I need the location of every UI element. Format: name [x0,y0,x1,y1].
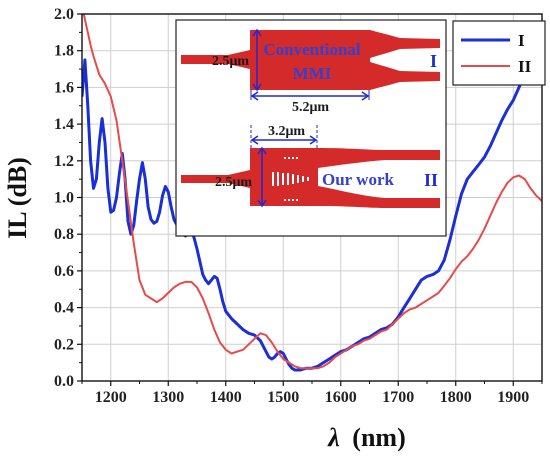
axes [77,13,543,386]
x-tick-label: 1900 [497,389,529,406]
top-output-taper-upper [370,30,440,58]
x-tick-label: 1400 [210,389,242,406]
y-tick-label: 1.2 [54,153,74,170]
bottom-width-label: 2.5μm [215,175,252,190]
x-tick-label: 1800 [440,389,472,406]
tick-labels: 1200 1300 1400 1500 1600 1700 1800 1900 0.0 0.2 0.… [54,6,529,406]
y-axis-title: IL (dB) [3,157,32,239]
legend: I II [452,20,546,86]
y-tick-label: 0.6 [54,263,74,280]
bottom-output-arm-upper [318,148,440,168]
series-line-ii [82,14,542,370]
y-tick-label: 0.2 [54,336,74,353]
x-tick-label: 1500 [267,389,299,406]
x-tick-label: 1600 [325,389,357,406]
x-axis-unit: (nm) [352,423,405,452]
top-input-waveguide [181,50,250,69]
top-width-label: 2.5μm [212,54,249,69]
plot-frame [81,13,543,382]
x-tick-label: 1700 [382,389,414,406]
x-axis-symbol: λ [327,423,340,452]
series-layer [82,14,542,372]
y-tick-label: 2.0 [54,6,74,23]
y-tick-label: 0.0 [54,373,74,390]
top-output-taper-lower [370,62,440,90]
bottom-device-label: Our work [322,170,394,189]
bottom-length-label: 3.2μm [268,124,305,139]
top-mmi-body [250,30,370,90]
device-inset: 2.5μm 5.2μm Conventional MMI I [175,19,447,237]
conventional-mmi-device: 2.5μm 5.2μm Conventional MMI I [181,28,440,115]
legend-frame [452,20,546,86]
bottom-output-arm-lower [318,186,440,208]
x-axis-title: λ (nm) [327,423,405,452]
top-device-label-line1: Conventional [263,40,361,59]
y-tick-label: 0.8 [54,226,74,243]
y-tick-label: 1.8 [54,43,74,60]
y-tick-label: 1.4 [54,116,74,133]
top-length-label: 5.2μm [292,100,329,115]
legend-label-series-i: I [518,31,525,50]
x-tick-label: 1200 [95,389,127,406]
y-tick-label: 1.0 [54,190,74,207]
top-device-label-line2: MMI [293,64,332,83]
series-line-i [82,40,542,372]
bottom-input-waveguide [181,170,250,188]
x-tick-label: 1300 [152,389,184,406]
proposed-device: 3.2μm 2.5μm Our work II [181,124,440,208]
legend-label-series-ii: II [518,57,532,76]
subwavelength-grating [272,157,309,201]
y-tick-label: 0.4 [54,300,74,317]
bottom-roman-numeral: II [424,170,438,190]
y-tick-label: 1.6 [54,79,74,96]
top-roman-numeral: I [430,51,437,71]
